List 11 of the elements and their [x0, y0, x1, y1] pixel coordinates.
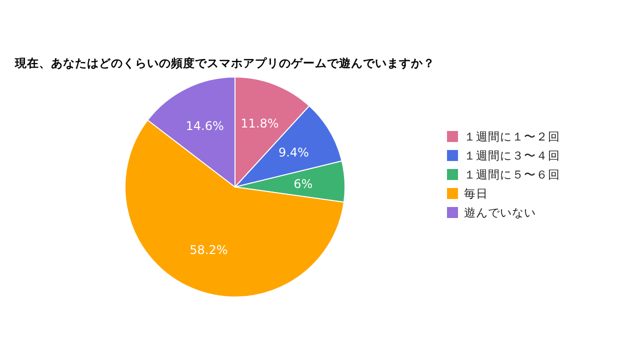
chart-title: 現在、あなたはどのくらいの頻度でスマホアプリのゲームで遊んでいますか？	[14, 56, 435, 70]
legend-label: １週間に１〜２回	[464, 130, 560, 144]
legend-label: １週間に５〜６回	[464, 168, 560, 182]
data-label: 58.2%	[190, 243, 228, 258]
data-label: 6%	[294, 176, 313, 191]
legend-label: １週間に３〜４回	[464, 148, 560, 162]
data-label: 14.6%	[186, 119, 224, 134]
legend-label: 遊んでいない	[464, 206, 536, 220]
data-label: 11.8%	[240, 116, 279, 131]
data-label: 9.4%	[278, 145, 309, 160]
legend-label: 毎日	[464, 186, 488, 200]
